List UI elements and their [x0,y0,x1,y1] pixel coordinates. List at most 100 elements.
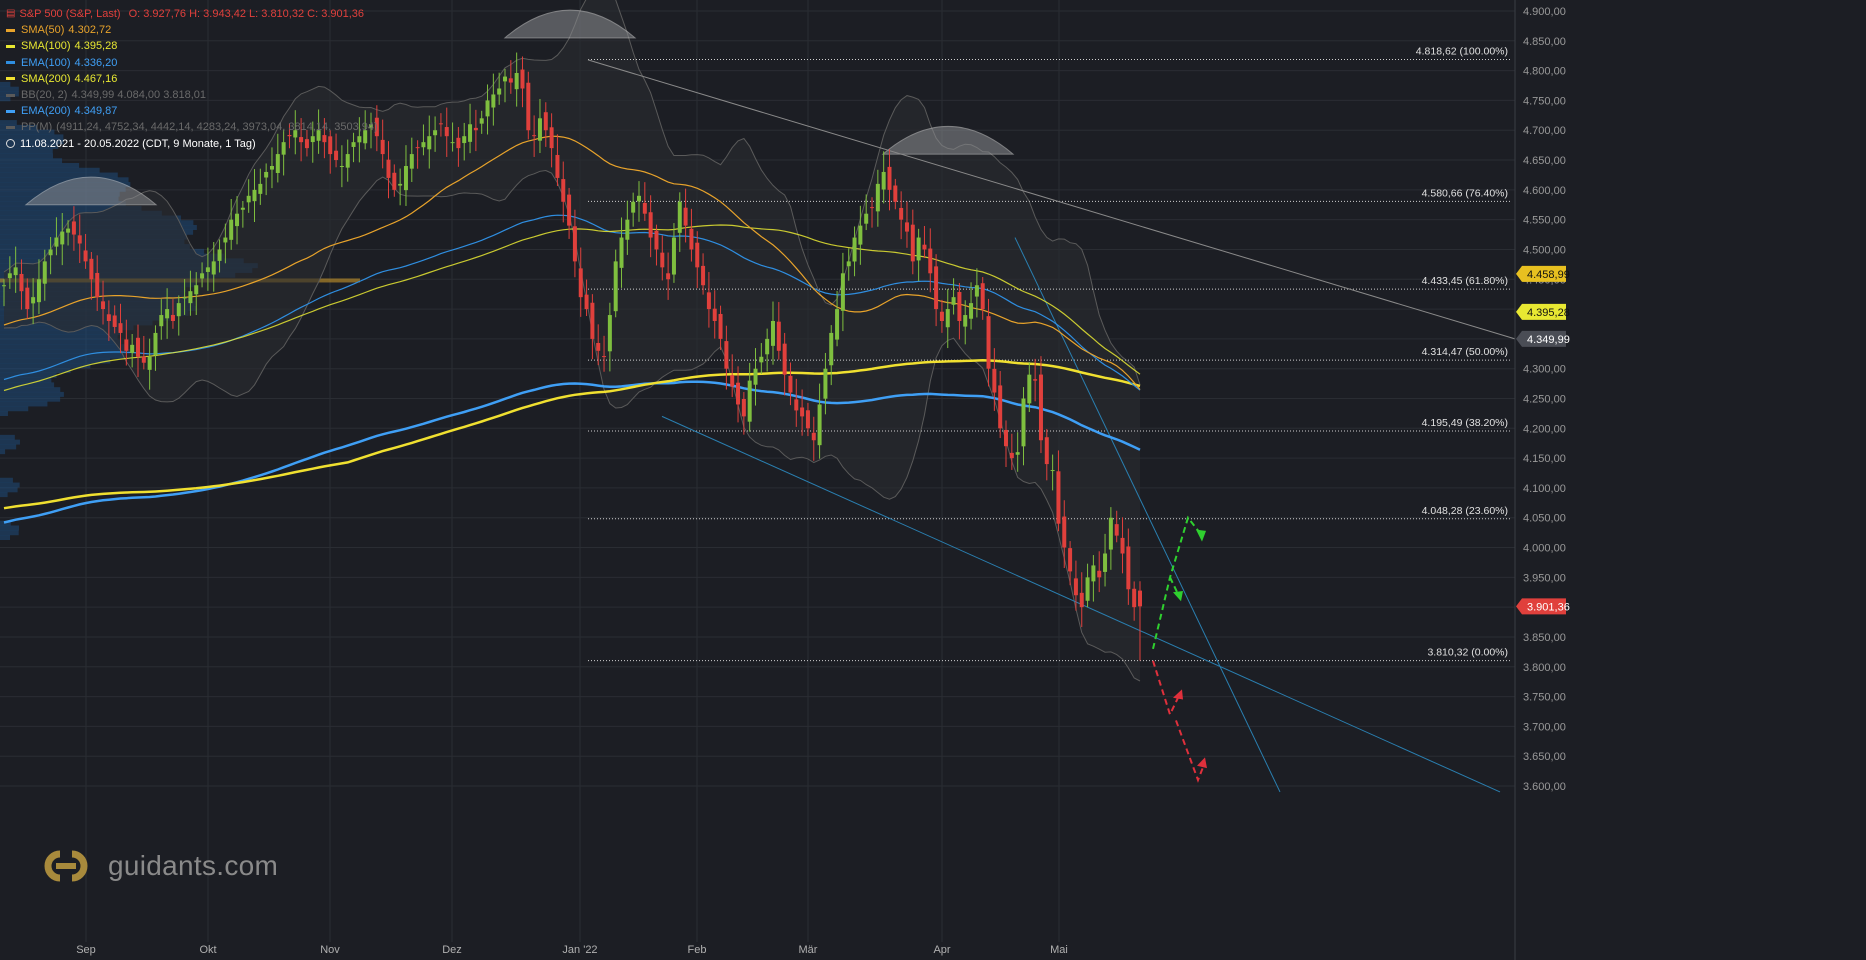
price-tag [1516,598,1566,615]
candle-body [596,342,601,351]
candle-body [287,135,292,137]
profile-bar [0,353,125,359]
candle-body [1138,590,1142,607]
candle-body [2,285,6,287]
candle-body [159,315,164,327]
chart-legend: ▤ S&P 500 (S&P, Last) O: 3.927,76 H: 3.9… [6,6,378,152]
candle-body [258,183,263,194]
candle-body [963,315,968,327]
legend-item-value: 4.302,72 [68,24,112,37]
candle-body [724,341,729,369]
candle-body [782,343,787,375]
y-tick-label: 4.550,00 [1523,215,1566,227]
pattern-arc [503,9,637,39]
candle-body [1033,379,1038,381]
candle-body [800,407,805,417]
candle-body [934,266,939,310]
y-tick-label: 3.750,00 [1523,692,1566,704]
profile-bar [0,158,63,164]
profile-bar [0,153,54,159]
candle-body [281,142,286,155]
legend-item-sma-200-[interactable]: SMA(200) 4.467,16 [6,71,378,87]
candle-body [1021,398,1026,447]
candle-body [718,313,723,339]
legend-item-sma-50-[interactable]: SMA(50) 4.302,72 [6,22,378,38]
profile-bar [0,134,64,140]
candle-body [503,76,508,82]
candle-body [25,287,30,310]
instrument-title: S&P 500 (S&P, Last) [19,8,121,20]
fib-label: 4.048,28 (23.60%) [1422,505,1508,517]
candle-body [992,368,997,393]
y-tick-label: 3.650,00 [1523,751,1566,763]
candle-body [747,380,752,422]
logo-text: guidants.com [108,850,279,881]
profile-bar [0,530,19,536]
bb-fill [4,0,1140,682]
candle-body [328,136,333,155]
x-tick-label: Dez [442,944,462,956]
legend-item-ema-200-[interactable]: EMA(200) 4.349,87 [6,103,378,119]
profile-bar [0,372,57,378]
time-axis[interactable]: Sep Okt Nov Dez Jan '22 Feb Mär Apr Mai [76,944,1068,956]
candle-body [549,127,554,149]
y-tick-label: 4.500,00 [1523,244,1566,256]
legend-item-value: 4.336,20 [74,56,118,69]
candle-body [322,135,327,143]
legend-swatch [6,93,15,97]
candle-body [514,73,519,90]
legend-swatch [6,28,15,32]
candle-body [380,139,385,155]
moving-averages [3,135,1141,524]
candle-body [770,321,775,346]
profile-bar [0,358,111,364]
candle-body [462,136,467,144]
candle-body [788,375,793,393]
pattern-arc [881,126,1015,155]
legend-item-sma-100-[interactable]: SMA(100) 4.395,28 [6,38,378,54]
candle-body [980,283,985,310]
y-tick-label: 3.600,00 [1523,781,1566,793]
candle-body [264,171,269,178]
y-tick-label: 4.650,00 [1523,155,1566,167]
candle-body [112,315,117,327]
candle-body [986,316,991,369]
legend-item-name: EMA(200) [21,105,71,118]
candle-body [759,356,764,363]
candle-body [567,194,572,226]
profile-bar [0,377,52,383]
profile-bar [0,535,11,540]
candle-body [1027,374,1032,404]
legend-range-row[interactable]: 11.08.2021 - 20.05.2022 (CDT, 9 Monate, … [6,136,378,152]
candle-body [741,398,746,417]
candle-body [293,130,298,138]
candle-body [602,356,607,358]
candle-body [19,273,24,292]
legend-item-bb-20-2-[interactable]: BB(20, 2) 4.349,99 4.084,00 3.818,01 [6,87,378,103]
profile-bar [0,525,19,531]
candle-body [473,127,478,131]
legend-title-row[interactable]: ▤ S&P 500 (S&P, Last) O: 3.927,76 H: 3.9… [6,6,378,22]
legend-swatch [6,61,15,65]
candle-body [555,154,560,178]
ohlc-values: O: 3.927,76 H: 3.943,42 L: 3.810,32 C: 3… [128,8,365,20]
legend-item-pp-m-[interactable]: PP(M) (4911,24, 4752,34, 4442,14, 4283,24… [6,119,378,135]
candle-body [170,314,175,321]
candle-body [403,166,408,191]
profile-bar [0,439,20,445]
candle-body [31,297,36,304]
candle-body [858,225,863,245]
profile-bar [0,167,100,173]
candle-body [374,117,379,137]
ema200-line [3,380,1141,524]
candle-body [642,202,647,214]
bb-lower [3,169,1141,682]
candle-body [269,166,274,170]
legend-item-ema-100-[interactable]: EMA(100) 4.336,20 [6,55,378,71]
candle-body [66,228,71,233]
candle-body [124,339,129,351]
profile-bar [0,382,55,388]
candle-body [1044,437,1049,465]
candle-body [363,130,368,144]
